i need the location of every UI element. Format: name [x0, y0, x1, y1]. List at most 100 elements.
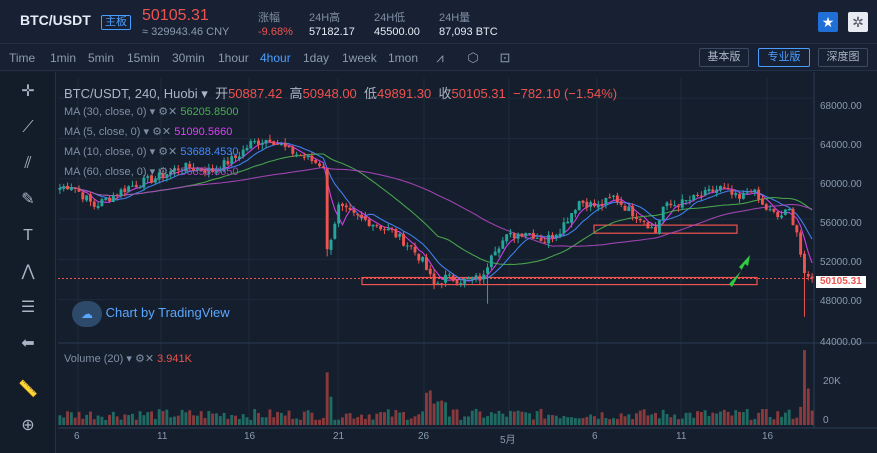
tradingview-cloud-icon: ☁	[72, 300, 102, 327]
candle-body	[722, 186, 726, 188]
chart-settings-icon[interactable]: ⬡	[467, 50, 479, 65]
volume-bar	[222, 412, 226, 425]
candle-body	[585, 201, 589, 208]
tf-15min[interactable]: 15min	[127, 51, 160, 65]
candle-body	[478, 275, 482, 281]
volume-bar	[566, 417, 570, 425]
price-tick: 56000.00	[820, 218, 862, 229]
channel-icon[interactable]: ⫽	[24, 155, 32, 172]
candle-body	[615, 195, 619, 203]
volume-bar	[604, 417, 608, 425]
zoom-icon[interactable]: ⊕	[21, 417, 35, 434]
volume-bar	[310, 412, 314, 425]
pattern-icon[interactable]: ⋀	[21, 263, 35, 280]
volume-bar	[321, 417, 325, 425]
volume-bar	[134, 419, 138, 425]
volume-bar	[390, 416, 394, 425]
volume-bar	[596, 418, 600, 425]
drawing-tools-sidebar: ✛ ⟋ ⫽ ✎ T ⋀ ☰ ⬅ 📏 ⊕	[0, 72, 56, 453]
view-pro-button[interactable]: 专业版	[758, 48, 810, 67]
back-arrow-icon[interactable]: ⬅	[21, 335, 35, 352]
volume-bar	[772, 419, 776, 425]
ruler-icon[interactable]: 📏	[18, 381, 38, 398]
volume-bar	[447, 416, 451, 425]
candle-body	[363, 216, 367, 220]
cny-price: ≈ 329943.46 CNY	[142, 26, 230, 38]
candle-body	[115, 194, 119, 196]
candle-body	[646, 222, 650, 229]
volume-bar	[146, 412, 150, 425]
indicator-icon[interactable]: ⩘	[436, 50, 444, 65]
text-tool-icon[interactable]: T	[23, 227, 33, 244]
candle-body	[306, 155, 310, 158]
candle-body	[279, 144, 283, 146]
settings-icon: ⚙✕	[152, 126, 172, 138]
volume-bar	[188, 410, 192, 425]
fullscreen-icon[interactable]: ⊡	[499, 50, 511, 65]
tf-time[interactable]: Time	[9, 51, 36, 65]
board-badge[interactable]: 主板	[101, 15, 131, 30]
candle-body	[123, 188, 127, 193]
volume-bar	[279, 412, 283, 425]
tf-1week[interactable]: 1week	[342, 51, 377, 65]
volume-bar	[646, 415, 650, 425]
tf-1min[interactable]: 1min	[50, 51, 77, 65]
tf-5min[interactable]: 5min	[88, 51, 115, 65]
tf-1hour[interactable]: 1hour	[218, 51, 249, 65]
volume-bar	[528, 413, 531, 425]
candle-body	[379, 226, 383, 230]
volume-bar	[405, 419, 409, 425]
fib-icon[interactable]: ☰	[20, 299, 36, 316]
tradingview-watermark[interactable]: ☁ Chart by TradingView	[72, 300, 230, 327]
settings-gear-icon[interactable]: ✲	[848, 12, 868, 32]
candle-body	[669, 203, 673, 206]
brush-icon[interactable]: ✎	[21, 191, 35, 208]
volume-bar	[199, 411, 203, 425]
volume-bar	[795, 417, 799, 425]
view-basic-button[interactable]: 基本版	[699, 48, 749, 67]
view-depth-button[interactable]: 深度图	[818, 48, 868, 67]
volume-bar	[581, 418, 585, 425]
volume-bar	[383, 412, 386, 425]
volume-bar	[509, 410, 512, 425]
candle-body	[577, 201, 581, 211]
volume-bar	[360, 414, 363, 425]
volume-bar	[623, 416, 627, 425]
volume-bar	[799, 406, 803, 425]
candle-body	[680, 199, 684, 208]
candle-body	[810, 276, 814, 279]
candle-body	[627, 206, 631, 212]
volume-bar	[150, 411, 153, 425]
candle-body	[383, 229, 386, 231]
candle-body	[440, 283, 444, 285]
trend-line-icon[interactable]: ⟋	[22, 119, 34, 136]
candle-body	[230, 156, 234, 164]
candle-body	[566, 221, 570, 224]
tf-1day[interactable]: 1day	[303, 51, 330, 65]
star-favorite-icon[interactable]: ★	[818, 12, 838, 32]
candle-body	[463, 278, 467, 284]
candle-body	[589, 202, 593, 207]
settings-icon: ⚙✕	[158, 166, 178, 178]
candle-body	[104, 198, 108, 200]
crosshair-icon[interactable]: ✛	[21, 83, 35, 100]
candle-body	[283, 142, 287, 147]
candle-body	[547, 234, 551, 244]
volume-bar	[96, 415, 100, 425]
symbol-dropdown-icon[interactable]: ▾	[201, 86, 208, 101]
candle-body	[764, 204, 768, 210]
tf-30min[interactable]: 30min	[172, 51, 205, 65]
volume-bar	[451, 409, 455, 425]
volume-bar	[635, 413, 638, 425]
volume-bar	[677, 419, 680, 425]
tf-4hour[interactable]: 4hour	[260, 51, 291, 65]
candle-body	[257, 140, 260, 145]
tf-1mon[interactable]: 1mon	[388, 51, 419, 65]
volume-bar	[638, 410, 642, 425]
volume-bar	[260, 417, 264, 425]
volume-bar	[203, 418, 207, 425]
volume-bar	[516, 410, 520, 425]
candle-body	[108, 197, 111, 202]
candle-body	[337, 204, 341, 224]
